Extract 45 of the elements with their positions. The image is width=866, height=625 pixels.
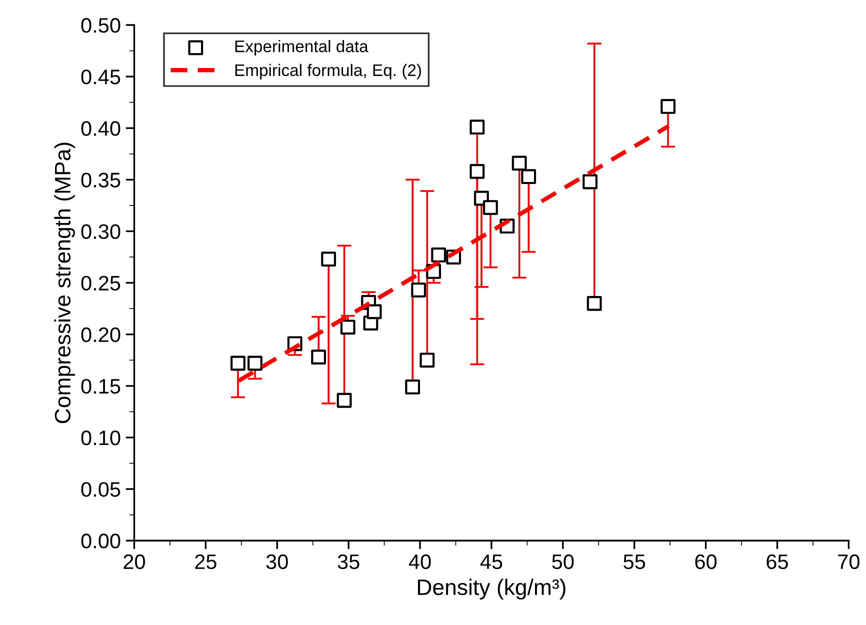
point (582, 174, 598, 190)
point (405, 380, 420, 394)
y-tick-label: 0.15 (81, 378, 120, 394)
point (521, 169, 536, 184)
point (512, 156, 527, 171)
x-tick-label: 20 (124, 554, 146, 570)
point (483, 200, 498, 215)
point (248, 356, 262, 371)
point (366, 304, 382, 320)
point (340, 320, 356, 335)
point (470, 120, 485, 135)
y-tick-label: 0.25 (81, 276, 120, 291)
x-tick-label: 50 (552, 554, 574, 570)
y-tick-label: 0.30 (81, 224, 120, 240)
y-tick-label: 0.00 (81, 534, 120, 548)
y-tick-label: 0.35 (81, 172, 120, 188)
x-tick-label: 70 (838, 554, 860, 570)
y-tick-label: 0.10 (81, 430, 120, 446)
y-tick-label: 0.40 (81, 121, 120, 136)
point (470, 164, 485, 179)
point (586, 296, 602, 311)
x-tick-label: 45 (480, 554, 502, 570)
x-tick-label: 40 (408, 554, 431, 570)
x-tick-label: 25 (195, 554, 216, 570)
y-axis-title: Compressive strength (MPa) (54, 142, 75, 424)
x-tick-label: 60 (695, 554, 717, 570)
point (230, 356, 246, 371)
point (420, 352, 435, 368)
y-tick-label: 0.20 (81, 327, 120, 342)
legend-label: Experimental data (235, 40, 368, 56)
y-tick-label: 0.05 (81, 482, 120, 497)
y-tick-label: 0.45 (81, 70, 120, 84)
legend-label: Empirical formula, Eq. (2) (235, 64, 421, 80)
point (431, 248, 446, 262)
point (321, 252, 336, 267)
point (660, 99, 676, 114)
point (311, 350, 326, 365)
x-tick-label: 65 (766, 554, 788, 570)
point (336, 392, 352, 408)
y-tick-label: 0.50 (81, 18, 120, 33)
x-tick-label: 55 (624, 554, 646, 570)
x-tick-label: 35 (338, 554, 360, 570)
x-tick-label: 30 (266, 554, 288, 570)
x-axis-title: Density (kg/m³) (418, 578, 566, 600)
point (411, 282, 426, 298)
